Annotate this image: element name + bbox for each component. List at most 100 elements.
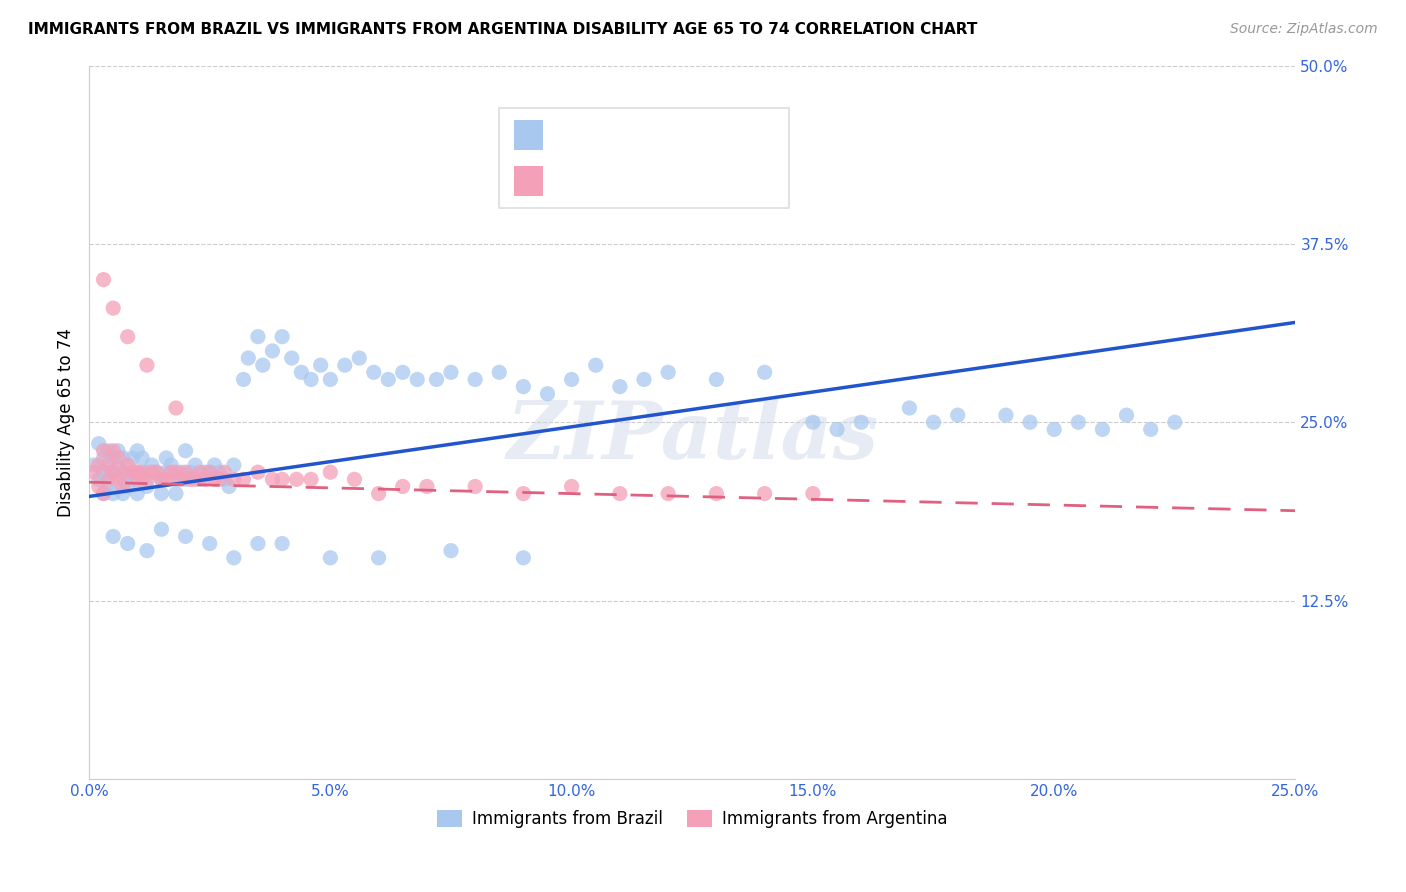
Point bbox=[319, 550, 342, 565]
Point bbox=[246, 329, 269, 343]
Point bbox=[609, 379, 631, 393]
Point bbox=[343, 472, 366, 486]
Point bbox=[536, 386, 558, 401]
Point bbox=[165, 486, 187, 500]
Point bbox=[97, 458, 120, 472]
Point bbox=[155, 450, 177, 465]
Point bbox=[204, 458, 226, 472]
Point bbox=[165, 472, 187, 486]
Point bbox=[367, 486, 389, 500]
Point bbox=[188, 465, 211, 479]
Point bbox=[103, 465, 125, 479]
Point bbox=[633, 372, 655, 386]
Point bbox=[174, 472, 197, 486]
Point bbox=[212, 465, 235, 479]
Point bbox=[377, 372, 399, 386]
Point bbox=[252, 358, 274, 372]
Point bbox=[280, 351, 302, 365]
Point bbox=[93, 443, 115, 458]
Point bbox=[271, 472, 294, 486]
Point bbox=[179, 465, 201, 479]
Point bbox=[150, 472, 173, 486]
Point bbox=[93, 486, 115, 500]
Point bbox=[155, 472, 177, 486]
Point bbox=[246, 536, 269, 550]
Point bbox=[488, 365, 510, 379]
Point bbox=[150, 486, 173, 500]
Point bbox=[174, 465, 197, 479]
Point bbox=[93, 450, 115, 465]
Point bbox=[222, 550, 245, 565]
Point bbox=[299, 372, 322, 386]
Point bbox=[285, 472, 308, 486]
Point bbox=[117, 329, 139, 343]
Point bbox=[111, 450, 134, 465]
Point bbox=[994, 408, 1017, 422]
Point bbox=[103, 486, 125, 500]
Point bbox=[127, 465, 149, 479]
Point bbox=[198, 536, 221, 550]
Y-axis label: Disability Age 65 to 74: Disability Age 65 to 74 bbox=[58, 328, 75, 516]
Point bbox=[706, 372, 728, 386]
Point bbox=[657, 486, 679, 500]
Point bbox=[93, 465, 115, 479]
Point bbox=[262, 472, 284, 486]
Point bbox=[160, 465, 183, 479]
Point bbox=[1091, 422, 1114, 436]
Point bbox=[1067, 415, 1090, 429]
Point bbox=[97, 443, 120, 458]
Point bbox=[319, 372, 342, 386]
Point bbox=[801, 486, 824, 500]
Point bbox=[754, 486, 776, 500]
Point bbox=[103, 465, 125, 479]
Point bbox=[194, 465, 217, 479]
Text: ZIPatlas: ZIPatlas bbox=[506, 398, 879, 475]
Point bbox=[174, 443, 197, 458]
Point bbox=[117, 479, 139, 493]
Point bbox=[1139, 422, 1161, 436]
Point bbox=[1115, 408, 1137, 422]
Point bbox=[97, 472, 120, 486]
Text: Source: ZipAtlas.com: Source: ZipAtlas.com bbox=[1230, 22, 1378, 37]
Point bbox=[222, 458, 245, 472]
Point bbox=[333, 358, 356, 372]
Point bbox=[1019, 415, 1042, 429]
Point bbox=[849, 415, 872, 429]
Point bbox=[212, 472, 235, 486]
Point bbox=[93, 486, 115, 500]
Point bbox=[512, 379, 534, 393]
Point bbox=[246, 465, 269, 479]
Point bbox=[174, 529, 197, 543]
Point bbox=[194, 472, 217, 486]
Point bbox=[204, 472, 226, 486]
Point bbox=[585, 358, 607, 372]
Point bbox=[150, 472, 173, 486]
Point bbox=[922, 415, 945, 429]
Point bbox=[136, 543, 159, 558]
Point bbox=[127, 443, 149, 458]
Point bbox=[198, 465, 221, 479]
Point bbox=[218, 479, 240, 493]
Point bbox=[184, 458, 207, 472]
Point bbox=[319, 465, 342, 479]
Point bbox=[145, 465, 167, 479]
Point bbox=[464, 372, 486, 386]
Point bbox=[107, 461, 129, 475]
Point bbox=[97, 465, 120, 479]
Point bbox=[706, 486, 728, 500]
Point bbox=[103, 529, 125, 543]
Point bbox=[440, 365, 463, 379]
Point bbox=[1164, 415, 1187, 429]
Point bbox=[97, 479, 120, 493]
Point bbox=[136, 479, 159, 493]
Point bbox=[145, 465, 167, 479]
Point bbox=[754, 365, 776, 379]
Point bbox=[271, 536, 294, 550]
Point bbox=[103, 301, 125, 315]
Point bbox=[121, 450, 143, 465]
Point bbox=[83, 465, 105, 479]
Point bbox=[290, 365, 312, 379]
Point bbox=[136, 358, 159, 372]
Point bbox=[512, 486, 534, 500]
Point bbox=[262, 343, 284, 358]
